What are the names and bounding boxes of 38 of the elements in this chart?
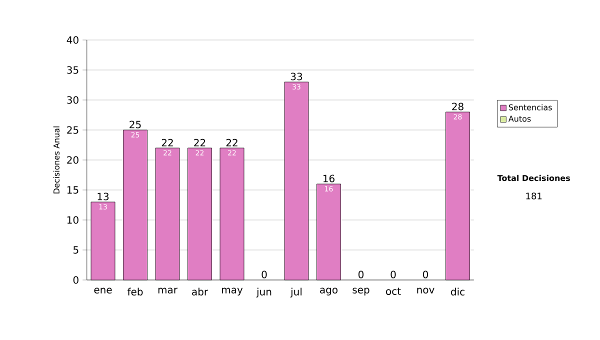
y-tick-label: 40 (66, 36, 78, 44)
total-label: 0 (358, 270, 364, 278)
x-tick-label: mar (158, 288, 178, 294)
total-label: 0 (422, 270, 428, 278)
total-label: 13 (98, 192, 109, 200)
x-tick-label: sep (352, 288, 370, 296)
x-tick-label: jun (256, 288, 272, 298)
total-label: 22 (162, 138, 173, 146)
x-tick-label: abr (192, 288, 208, 296)
x-tick-label: ene (94, 288, 112, 294)
x-tick-label: oct (386, 288, 401, 295)
legend-label: Autos (508, 116, 531, 122)
total-label: 33 (290, 72, 302, 80)
total-label: 22 (226, 138, 238, 146)
y-tick-label: 15 (67, 186, 78, 194)
y-tick-label: 20 (67, 156, 78, 164)
x-tick-label: jul (290, 288, 302, 298)
text: 181 (526, 192, 542, 200)
total-label: 16 (323, 174, 334, 182)
x-tick-label: dic (450, 288, 464, 296)
y-tick-label: 0 (73, 276, 78, 284)
total-label: 0 (390, 270, 396, 278)
y-tick-label: 5 (73, 246, 78, 254)
y-tick-label: 35 (67, 66, 78, 74)
total-label: 22 (194, 138, 206, 146)
total-label: 28 (452, 102, 464, 110)
x-tick-label: feb (127, 288, 143, 296)
total-label: 0 (262, 270, 267, 278)
x-tick-label: may (222, 288, 243, 296)
legend-label: Sentencias (508, 104, 552, 110)
y-tick-label: 25 (67, 126, 78, 134)
y-axis-title: Decisiones Anual (53, 126, 60, 194)
total-label: 25 (130, 120, 141, 128)
x-tick-label: nov (417, 288, 434, 294)
x-tick-label: ago (320, 288, 338, 296)
y-tick-label: 30 (67, 96, 78, 104)
y-tick-label: 10 (67, 216, 78, 224)
text: Total Decisiones (497, 174, 570, 182)
